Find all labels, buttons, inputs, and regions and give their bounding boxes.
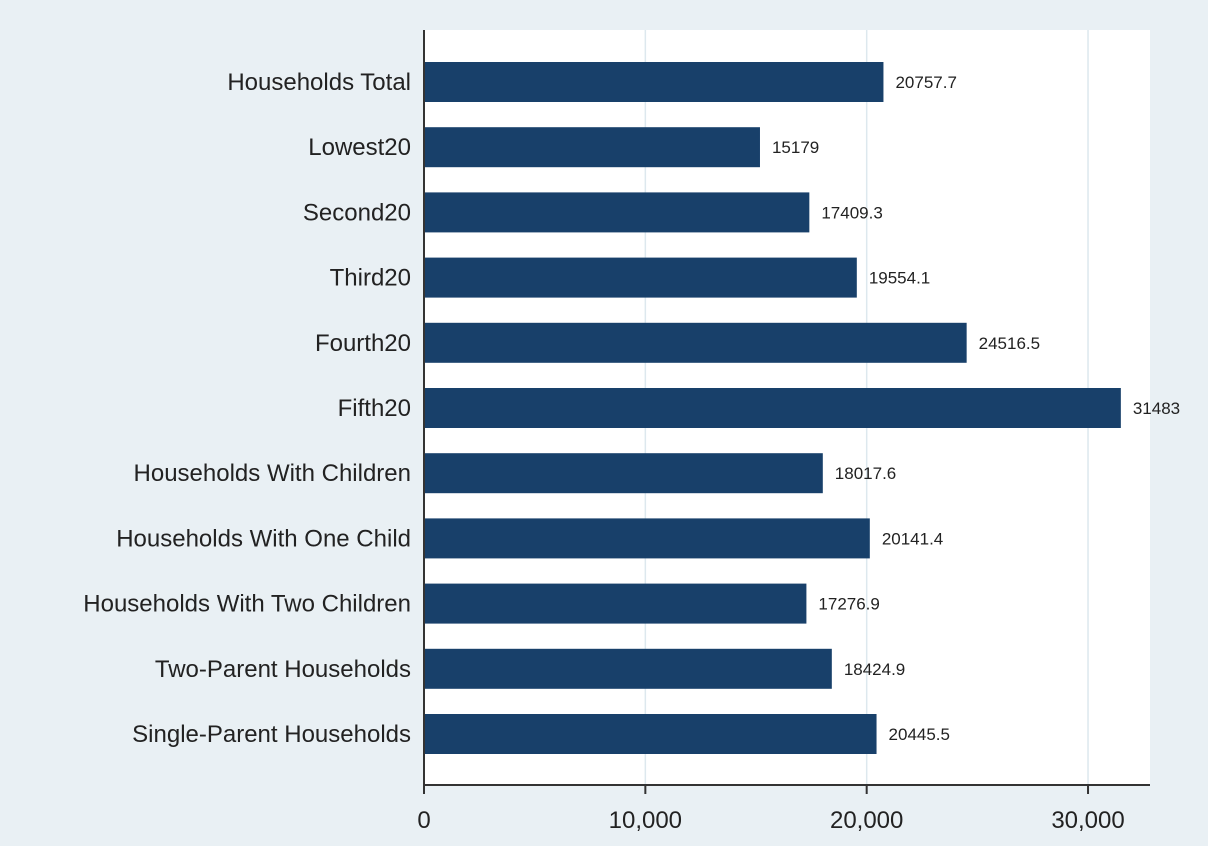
x-tick-labels: 0 10,000 20,000 30,000 [417,785,1125,834]
bar [424,257,857,298]
bar [424,322,967,363]
x-tick-label: 20,000 [830,807,903,834]
value-label: 20445.5 [889,725,950,744]
bar [424,714,877,754]
category-label: Single-Parent Households [132,721,411,748]
bar [424,62,884,102]
bar [424,518,870,559]
value-label: 20757.7 [895,73,956,92]
bar [424,127,760,168]
axes [423,30,1150,786]
category-label: Fourth20 [315,330,411,357]
category-label: Two-Parent Households [155,656,411,683]
bar [424,388,1121,428]
category-label: Second20 [303,199,411,226]
value-label: 18017.6 [835,464,896,483]
value-label: 18424.9 [844,660,905,679]
category-label: Households With One Child [116,525,411,552]
x-tick-label: 30,000 [1051,807,1124,834]
value-label: 17409.3 [821,203,882,222]
category-label: Fifth20 [338,395,411,422]
value-label: 15179 [772,138,819,157]
category-label: Households Total [227,69,411,96]
bar [424,648,832,689]
category-label: Households With Children [134,460,411,487]
x-tick-label: 0 [417,807,430,834]
category-label: Third20 [330,265,411,292]
bar [424,453,823,494]
bar [424,192,810,233]
value-label: 24516.5 [979,334,1040,353]
value-labels: 20757.7 15179 17409.3 19554.1 24516.5 31483 18… [772,73,1180,744]
value-label: 17276.9 [818,595,879,614]
x-tick-label: 10,000 [609,807,682,834]
category-labels: Households Total Lowest20 Second20 Third20 F… [83,69,411,748]
bar [424,583,807,624]
bars [424,62,1121,754]
value-label: 19554.1 [869,269,930,288]
value-label: 20141.4 [882,529,943,548]
category-label: Households With Two Children [83,591,411,618]
category-label: Lowest20 [308,134,411,161]
value-label: 31483 [1133,399,1180,418]
